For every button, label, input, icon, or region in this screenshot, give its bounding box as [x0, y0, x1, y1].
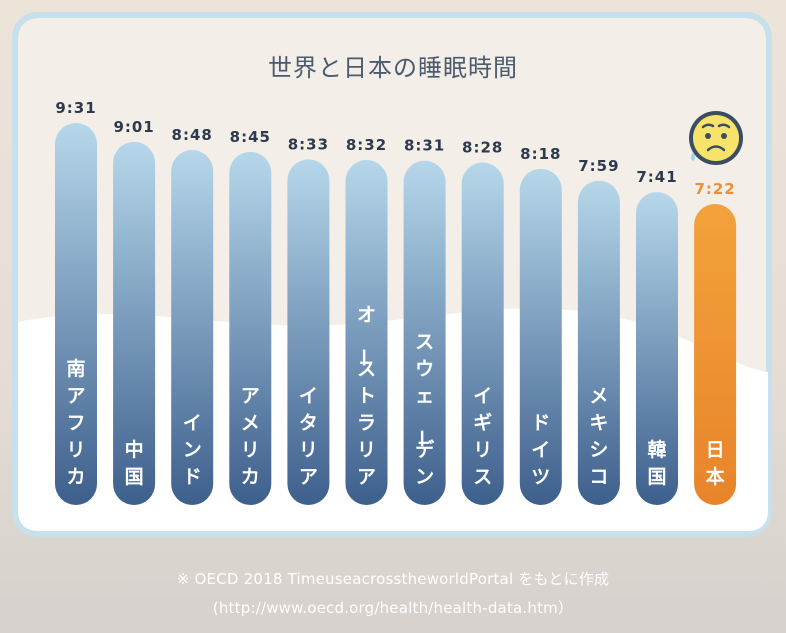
category-label: 中国: [125, 438, 144, 488]
bar-8: [461, 162, 504, 505]
category-label: イギリス: [473, 385, 492, 488]
bar-1: [55, 123, 97, 505]
value-label: 8:28: [462, 139, 503, 157]
source-url: (http://www.oecd.org/health/health-data.…: [212, 599, 574, 617]
bar-11: [636, 192, 678, 505]
bar-4: [229, 151, 272, 505]
value-label: 8:48: [172, 126, 213, 144]
value-label: 7:59: [578, 157, 619, 175]
bar-12: [694, 204, 737, 505]
bar-6: [345, 160, 388, 505]
category-label: メキシコ: [589, 385, 608, 488]
category-label: 日本: [706, 439, 725, 488]
bar-10: [577, 180, 620, 505]
bar-5: [287, 159, 330, 505]
value-label: 8:45: [230, 128, 271, 146]
value-label: 8:33: [288, 135, 329, 153]
anxious-face-icon: [689, 111, 743, 165]
source-note: ※ OECD 2018 TimeuseacrosstheworldPortal …: [176, 570, 610, 588]
bar-9: [519, 168, 562, 505]
value-label: 7:41: [636, 168, 677, 186]
value-label: 9:01: [113, 118, 154, 136]
category-label: アメリカ: [241, 385, 260, 488]
category-label: インド: [183, 412, 202, 488]
chart-title: 世界と日本の睡眠時間: [268, 54, 518, 82]
category-label: イタリア: [299, 385, 318, 488]
category-label: オーストラリア: [352, 304, 376, 488]
category-label: 南アフリカ: [66, 358, 85, 488]
bar-7: [403, 160, 446, 505]
category-label: 韓国: [647, 438, 666, 488]
category-label: スウェーデン: [410, 331, 435, 488]
value-label: 7:22: [694, 180, 735, 198]
value-label: 8:18: [520, 145, 561, 163]
category-label: ドイツ: [531, 412, 550, 488]
value-label: 9:31: [55, 99, 96, 117]
bar-3: [171, 150, 214, 505]
bar-2: [113, 141, 156, 505]
value-label: 8:32: [346, 136, 387, 154]
value-label: 8:31: [404, 137, 445, 155]
